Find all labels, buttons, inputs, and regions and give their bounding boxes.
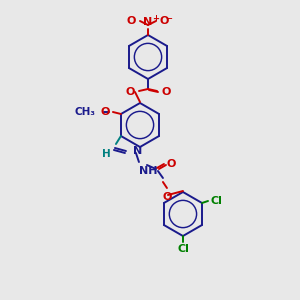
Text: Cl: Cl bbox=[177, 244, 189, 254]
Text: O: O bbox=[126, 87, 135, 97]
Text: O: O bbox=[162, 192, 172, 202]
Text: N: N bbox=[143, 17, 153, 27]
Text: N: N bbox=[133, 146, 142, 156]
Text: +: + bbox=[152, 14, 159, 23]
Text: O: O bbox=[127, 16, 136, 26]
Text: O: O bbox=[167, 159, 176, 169]
Text: NH: NH bbox=[139, 166, 158, 176]
Text: O: O bbox=[161, 87, 170, 97]
Text: Cl: Cl bbox=[210, 196, 222, 206]
Text: H: H bbox=[102, 149, 111, 159]
Text: O: O bbox=[160, 16, 169, 26]
Text: O: O bbox=[100, 107, 110, 117]
Text: CH₃: CH₃ bbox=[75, 107, 96, 117]
Text: −: − bbox=[165, 14, 172, 23]
